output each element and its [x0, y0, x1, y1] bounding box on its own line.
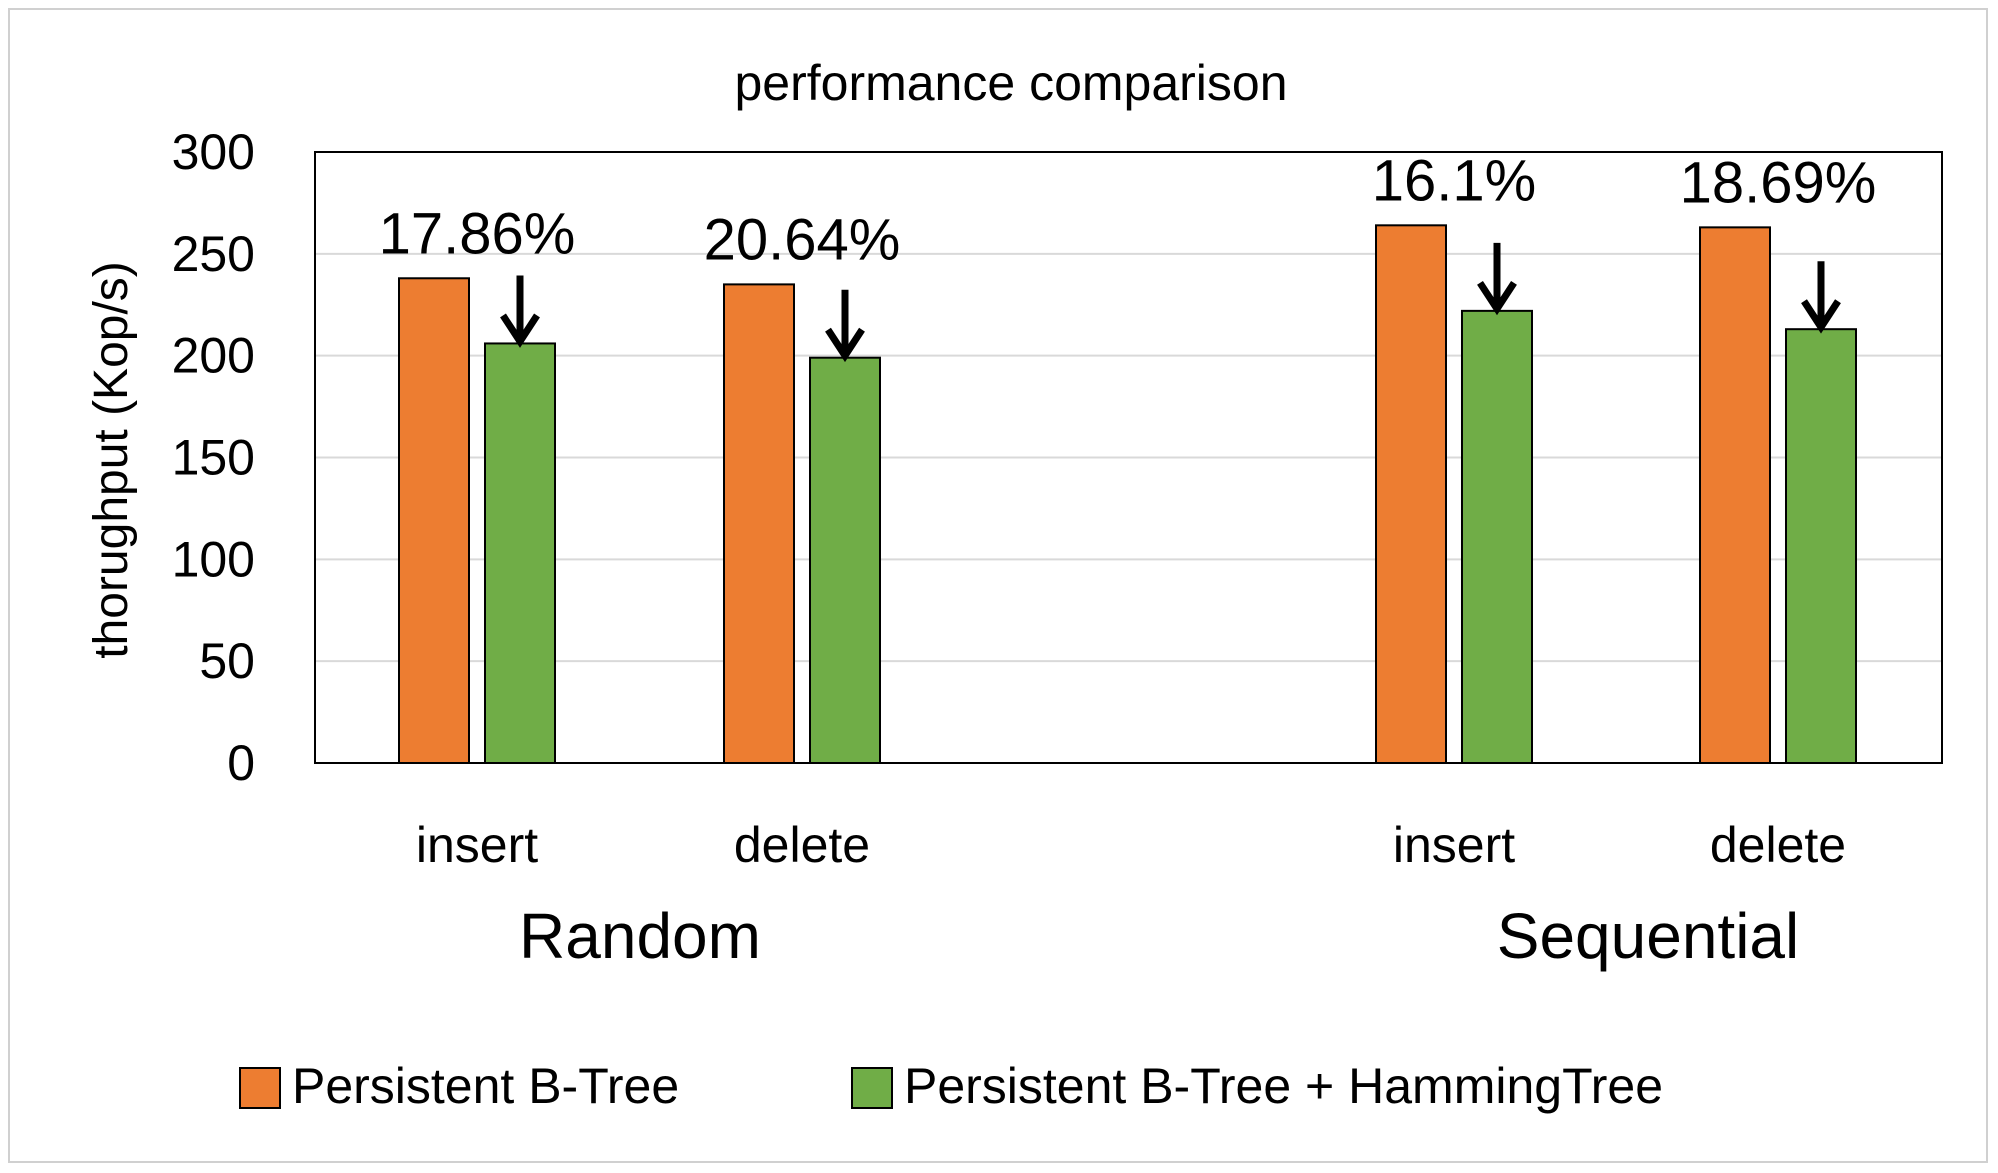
bar [809, 356, 881, 764]
category-label: insert [416, 817, 538, 873]
chart-frame [8, 8, 1988, 1163]
x-labels: insert delete Random insert delete Sequential [416, 817, 1846, 972]
bars [398, 224, 1857, 764]
category-label: delete [734, 817, 870, 873]
y-tick-label: 300 [172, 124, 255, 180]
chart-title: performance comparison [734, 55, 1287, 111]
y-tick-labels: 0 50 100 150 200 250 300 [172, 124, 255, 791]
category-label: insert [1393, 817, 1515, 873]
percentage-annotation: 16.1% [1372, 148, 1536, 213]
legend-label: Persistent B-Tree [292, 1058, 679, 1114]
y-tick-label: 50 [199, 633, 255, 689]
y-axis-label: thorughput (Kop/s) [85, 261, 138, 659]
down-arrow-icon [1801, 261, 1841, 334]
percentage-annotation: 20.64% [704, 207, 901, 272]
category-label: delete [1710, 817, 1846, 873]
bar [484, 342, 556, 764]
down-arrow-icon [825, 289, 865, 363]
bar [1461, 309, 1533, 764]
legend-swatch [851, 1067, 893, 1109]
bar [723, 283, 795, 764]
percentage-annotation: 18.69% [1680, 150, 1877, 215]
group-label: Random [519, 900, 761, 972]
group-label: Sequential [1497, 900, 1799, 972]
down-arrow-icon [500, 275, 540, 348]
legend: Persistent B-Tree Persistent B-Tree + Ham… [239, 1058, 1663, 1114]
y-tick-label: 100 [172, 531, 255, 587]
y-tick-label: 200 [172, 328, 255, 384]
bar [398, 277, 470, 764]
annotations: 17.86% 20.64% 16.1% 18.69% [379, 148, 1877, 363]
percentage-annotation: 17.86% [379, 201, 576, 266]
y-tick-label: 250 [172, 226, 255, 282]
bar [1699, 226, 1771, 764]
legend-swatch [239, 1067, 281, 1109]
legend-item: Persistent B-Tree + HammingTree [851, 1058, 1663, 1114]
y-tick-label: 150 [172, 430, 255, 486]
bar [1785, 328, 1857, 764]
legend-label: Persistent B-Tree + HammingTree [904, 1058, 1663, 1114]
plot-border [314, 151, 1943, 764]
down-arrow-icon [1477, 242, 1517, 316]
legend-item: Persistent B-Tree [239, 1058, 679, 1114]
y-tick-label: 0 [227, 735, 255, 791]
bar [1375, 224, 1447, 764]
